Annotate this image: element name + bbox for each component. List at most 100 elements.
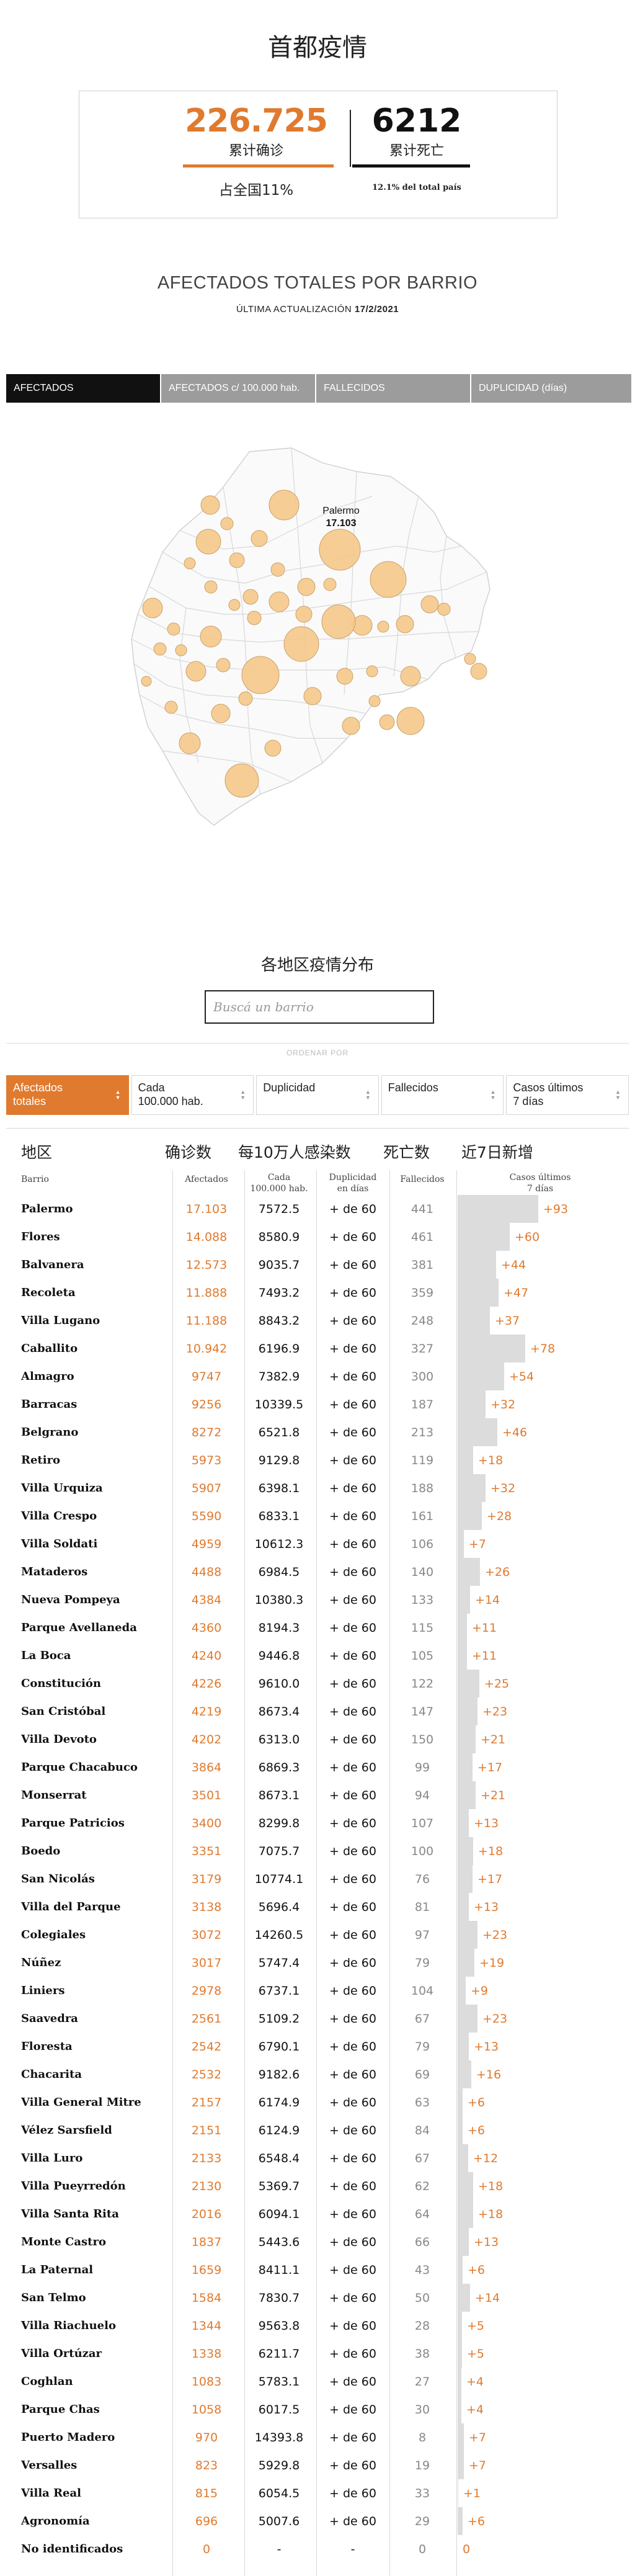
duplication-value: -: [350, 2542, 355, 2556]
deaths-value: 28: [414, 2319, 430, 2333]
new-cases-bar: [458, 2033, 469, 2060]
bubble: [195, 529, 221, 555]
deaths-value: 43: [414, 2263, 430, 2277]
bubble: [319, 529, 361, 571]
table-row: Mataderos 4488 6984.5 + de 60 140 +26: [0, 1558, 635, 1586]
cases-value: 4488: [191, 1565, 222, 1579]
new-cases-value: +5: [467, 2319, 485, 2333]
new-cases-value: +44: [501, 1258, 526, 1272]
duplication-value: + de 60: [329, 1370, 376, 1384]
deaths-value: 99: [414, 1761, 430, 1774]
new-cases-bar: [458, 1195, 538, 1223]
new-cases-bar: [458, 1949, 474, 1977]
new-cases-bar: [458, 1893, 469, 1921]
table-row: Liniers 2978 6737.1 + de 60 104 +9: [0, 1977, 635, 2005]
rate-value: 5109.2: [258, 2012, 300, 2026]
divider: [6, 1043, 629, 1044]
sort-100k-button[interactable]: Cada 100.000 hab. ▲ ▼: [131, 1075, 254, 1115]
cases-value: 11.188: [185, 1314, 228, 1328]
new-cases-value: +1: [463, 2487, 481, 2500]
column-divider: [172, 1170, 173, 2576]
col-header-new-line: 7 días: [526, 1183, 554, 1194]
rate-value: 10774.1: [254, 1872, 304, 1886]
new-cases-value: +47: [504, 1286, 529, 1300]
bubble: [220, 517, 234, 530]
deaths-value: 94: [414, 1789, 430, 1802]
cases-value: 10.942: [185, 1342, 228, 1356]
deaths-value: 38: [414, 2347, 430, 2361]
barrio-name: Villa General Mitre: [21, 2096, 141, 2109]
cases-value: 2157: [191, 2096, 222, 2109]
barrio-search-input[interactable]: [205, 990, 434, 1024]
bubble: [184, 557, 196, 570]
sort-button-label: Casos últimos: [513, 1081, 584, 1094]
duplication-value: + de 60: [329, 2515, 376, 2528]
new-cases-bar: [458, 1362, 504, 1390]
sort-casos-7-dias-button[interactable]: Casos últimos 7 días ▲ ▼: [506, 1075, 629, 1115]
deaths-value: 213: [411, 1426, 434, 1439]
rate-value: 8580.9: [258, 1230, 300, 1244]
table-row: Villa Santa Rita 2016 6094.1 + de 60 64 +18: [0, 2200, 635, 2228]
table-row: Vélez Sarsfield 2151 6124.9 + de 60 84 +6: [0, 2116, 635, 2144]
deaths-value: 133: [411, 1593, 434, 1607]
deaths-value: 69: [414, 2068, 430, 2082]
bubble: [241, 656, 280, 694]
cases-value: 3864: [191, 1761, 222, 1774]
sort-button-label: 100.000 hab.: [138, 1094, 203, 1107]
deaths-value: 67: [414, 2152, 430, 2165]
duplication-value: + de 60: [329, 2431, 376, 2444]
new-cases-bar: [458, 2368, 461, 2395]
table-row: Barracas 9256 10339.5 + de 60 187 +32: [0, 1390, 635, 1418]
table-row: Colegiales 3072 14260.5 + de 60 97 +23: [0, 1921, 635, 1949]
new-cases-value: +16: [476, 2068, 502, 2082]
cases-value: 823: [195, 2459, 218, 2472]
new-cases-bar: [458, 2256, 463, 2284]
rate-value: 5369.7: [258, 2180, 300, 2193]
tab-fallecidos[interactable]: FALLECIDOS: [316, 374, 471, 403]
barrio-name: Puerto Madero: [21, 2431, 115, 2444]
duplication-value: + de 60: [329, 1677, 376, 1691]
deaths-value: 104: [411, 1984, 434, 1998]
sort-afectados-button[interactable]: Afectados totales ▲ ▼: [6, 1075, 129, 1115]
deaths-value: 64: [414, 2207, 430, 2221]
table-row: Monte Castro 1837 5443.6 + de 60 66 +13: [0, 2228, 635, 2256]
new-cases-value: +4: [466, 2403, 484, 2417]
new-cases-bar: [458, 1670, 479, 1697]
new-cases-value: +12: [473, 2152, 499, 2165]
table-row: Boedo 3351 7075.7 + de 60 100 +18: [0, 1837, 635, 1865]
table-row: San Telmo 1584 7830.7 + de 60 50 +14: [0, 2284, 635, 2312]
barrio-name: Villa Luro: [21, 2152, 83, 2165]
tab-afectados-100k[interactable]: AFECTADOS c/ 100.000 hab.: [161, 374, 316, 403]
tab-duplicidad[interactable]: DUPLICIDAD (días): [471, 374, 633, 403]
bubble: [270, 562, 285, 577]
rate-value: 8673.4: [258, 1705, 300, 1719]
new-cases-value: +13: [474, 2235, 499, 2249]
new-cases-bar: [458, 2200, 473, 2228]
duplication-value: + de 60: [329, 1956, 376, 1970]
cases-value: 3179: [191, 1872, 222, 1886]
new-cases-value: +11: [472, 1649, 497, 1663]
cases-value: 696: [195, 2515, 218, 2528]
bubble: [368, 695, 381, 707]
tab-afectados[interactable]: AFECTADOS: [6, 374, 161, 403]
total-deaths-underline: [352, 164, 470, 168]
table-row: La Paternal 1659 8411.1 + de 60 43 +6: [0, 2256, 635, 2284]
duplication-value: + de 60: [329, 1565, 376, 1579]
sort-duplicidad-button[interactable]: Duplicidad ▲ ▼: [256, 1075, 379, 1115]
deaths-value: 150: [411, 1733, 434, 1746]
new-cases-value: +7: [469, 2459, 487, 2472]
city-bubble-map: Palermo 17.103: [131, 447, 491, 826]
barrio-name: Monserrat: [21, 1789, 87, 1802]
col-header-deaths: Fallecidos: [400, 1174, 445, 1184]
bubble: [175, 644, 187, 656]
new-cases-value: +17: [477, 1761, 503, 1774]
table-row: Constitución 4226 9610.0 + de 60 122 +25: [0, 1670, 635, 1697]
column-divider: [244, 1170, 245, 2576]
bubble: [379, 714, 395, 730]
sort-fallecidos-button[interactable]: Fallecidos ▲ ▼: [381, 1075, 504, 1115]
bubble: [164, 700, 178, 714]
new-cases-bar: [458, 1697, 477, 1725]
table-row: Chacarita 2532 9182.6 + de 60 69 +16: [0, 2060, 635, 2088]
sort-arrows-icon: ▲ ▼: [490, 1089, 496, 1101]
new-cases-bar: [458, 1335, 525, 1362]
